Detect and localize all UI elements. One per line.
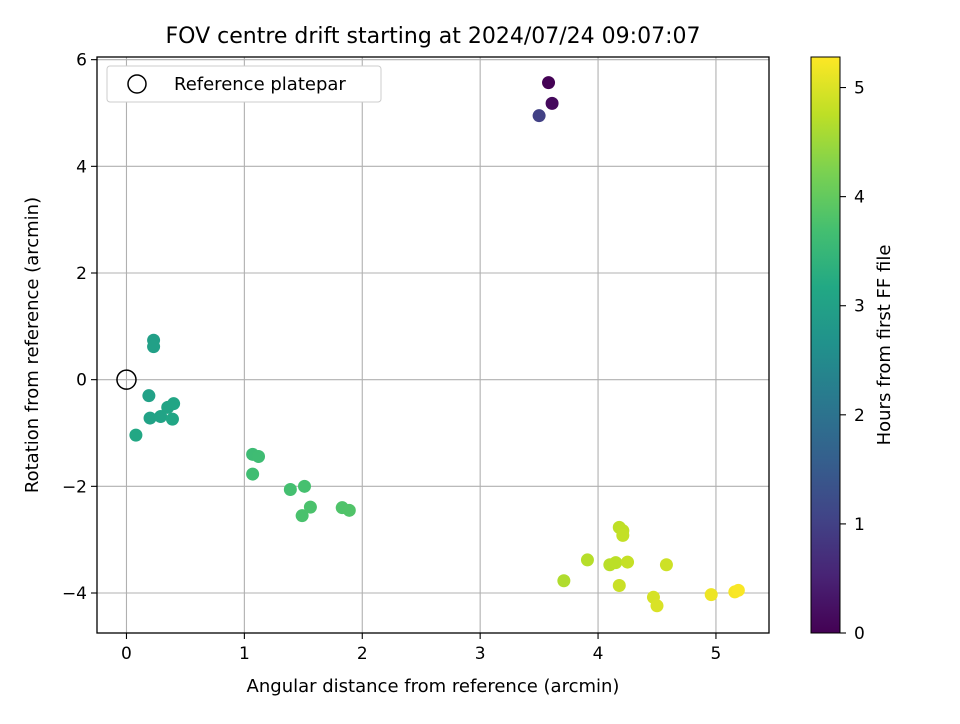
data-point [147, 340, 161, 354]
colorbar-tick-label: 1 [854, 515, 865, 535]
legend-label: Reference platepar [174, 74, 346, 95]
data-point [704, 588, 718, 602]
data-point [650, 599, 664, 613]
x-axis-label: Angular distance from reference (arcmin) [247, 676, 620, 697]
data-point [580, 553, 594, 567]
colorbar-tick-label: 5 [854, 79, 865, 99]
data-point [616, 528, 630, 542]
data-point [283, 483, 297, 497]
x-tick-label: 4 [593, 644, 604, 664]
data-point [609, 556, 623, 570]
data-point [542, 76, 556, 90]
x-tick-label: 2 [357, 644, 368, 664]
x-tick-label: 5 [711, 644, 722, 664]
data-point [532, 109, 546, 123]
plot-frame [96, 56, 770, 634]
y-tick-label: −4 [62, 584, 87, 604]
data-point [545, 96, 559, 110]
y-tick-label: −2 [62, 477, 87, 497]
colorbar-tick-label: 2 [854, 406, 865, 426]
data-points [116, 76, 745, 613]
legend-box [106, 65, 382, 103]
data-point [731, 583, 745, 597]
data-point [297, 479, 311, 493]
data-point [143, 411, 157, 425]
colorbar-tick-label: 0 [854, 624, 865, 644]
y-tick-label: 0 [76, 371, 87, 391]
x-tick-label: 3 [475, 644, 486, 664]
colorbar: 0 1 2 3 4 5 Hours from first FF file [810, 56, 895, 644]
data-point [142, 389, 156, 403]
y-axis-ticks: −4 −2 0 2 4 6 [62, 51, 97, 604]
data-point [303, 500, 317, 514]
reference-platepar-marker [116, 369, 137, 390]
data-point [252, 449, 266, 463]
data-point [342, 503, 356, 517]
grid-lines [97, 57, 769, 633]
colorbar-gradient [810, 56, 841, 634]
y-tick-label: 6 [76, 51, 87, 71]
data-point [612, 579, 626, 593]
data-point [557, 574, 571, 588]
data-point [167, 397, 181, 411]
colorbar-tick-label: 4 [854, 188, 865, 208]
data-point [154, 409, 168, 423]
data-point [246, 467, 260, 481]
x-tick-label: 0 [121, 644, 132, 664]
colorbar-ticks: 0 1 2 3 4 5 [840, 79, 865, 644]
data-point [129, 428, 143, 442]
data-point [621, 555, 635, 569]
data-point [659, 558, 673, 572]
y-tick-label: 4 [76, 157, 87, 177]
y-axis-label: Rotation from reference (arcmin) [22, 197, 43, 493]
colorbar-label: Hours from first FF file [874, 245, 895, 446]
data-point [295, 509, 309, 523]
x-axis-ticks: 0 1 2 3 4 5 [121, 633, 721, 664]
colorbar-tick-label: 3 [854, 297, 865, 317]
legend: Reference platepar [106, 65, 382, 103]
y-tick-label: 2 [76, 264, 87, 284]
legend-reference-marker [127, 74, 147, 94]
chart-title: FOV centre drift starting at 2024/07/24 … [166, 24, 701, 49]
x-tick-label: 1 [239, 644, 250, 664]
data-point [165, 412, 179, 426]
